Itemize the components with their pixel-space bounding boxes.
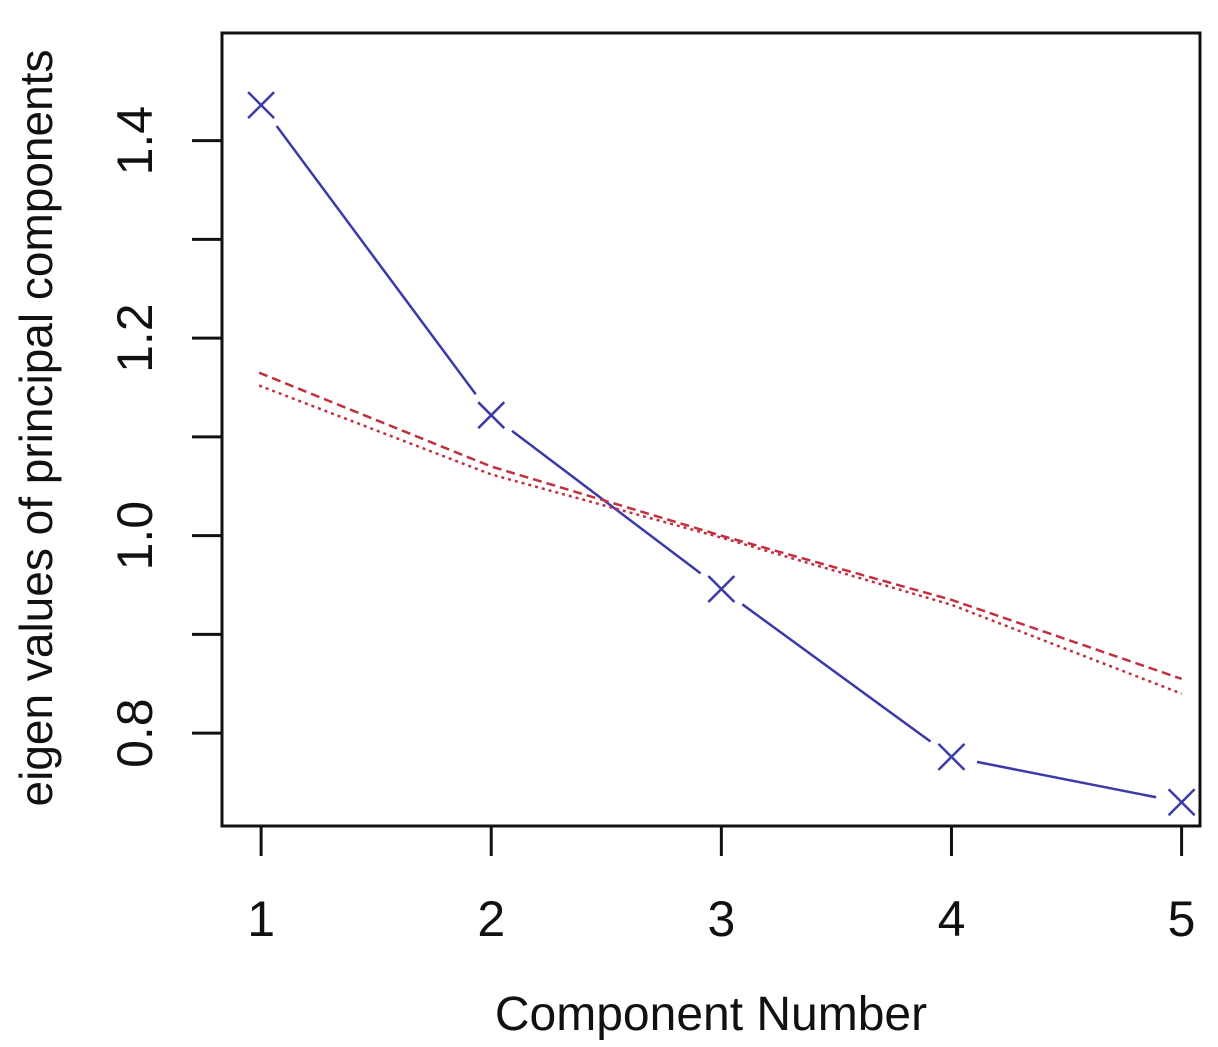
data-point-marker (247, 91, 276, 119)
x-tick-label: 2 (477, 891, 505, 947)
series-0-segment (275, 125, 477, 396)
y-tick-label: 1.0 (107, 501, 163, 571)
series-0-segment (976, 760, 1157, 799)
y-tick-label: 0.8 (107, 698, 163, 768)
y-tick-label: 1.4 (107, 106, 163, 176)
x-axis-label: Component Number (495, 988, 927, 1041)
x-tick-label: 1 (247, 891, 275, 947)
series-0-segment (741, 603, 932, 743)
series-layer (247, 91, 1196, 817)
data-point-marker (477, 401, 506, 430)
plot-frame (220, 31, 1202, 828)
series-2-dotted-line (258, 384, 1183, 695)
data-point-marker (937, 742, 966, 771)
x-tick-label: 3 (707, 891, 735, 947)
y-axis: 0.8 1.0 1.2 1.4 (107, 106, 222, 768)
x-tick-label: 4 (938, 891, 966, 947)
y-tick-label: 1.2 (107, 303, 163, 373)
y-axis-label: eigen values of principal components (10, 50, 62, 807)
x-axis: 1 2 3 4 5 (247, 826, 1195, 947)
series-1-dashed-line (258, 371, 1182, 681)
data-point-marker (1167, 788, 1196, 817)
data-point-marker (707, 575, 736, 603)
x-tick-label: 5 (1168, 891, 1196, 947)
